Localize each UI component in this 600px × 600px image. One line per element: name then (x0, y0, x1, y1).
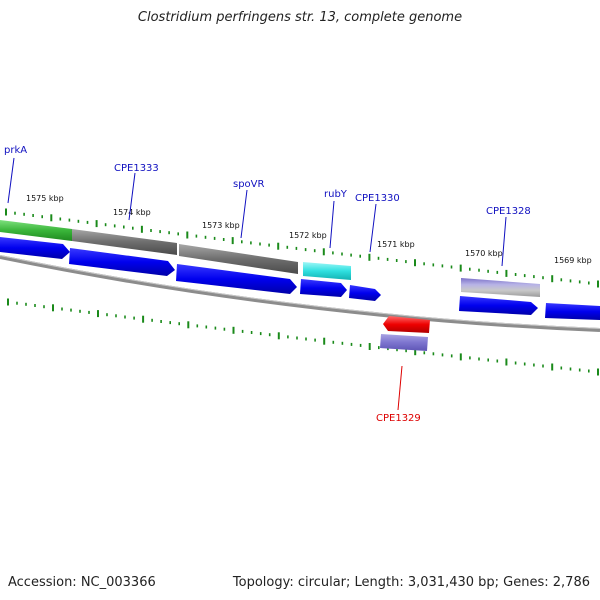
cds-arrow[interactable] (349, 285, 381, 301)
gene-label-CPE1333[interactable]: CPE1333 (114, 163, 159, 174)
kbp-label-1574: 1574 kbp (113, 208, 151, 217)
kbp-scale: 1575 kbp 1574 kbp 1573 kbp 1572 kbp 1571… (26, 194, 592, 265)
gene-label-spoVR[interactable]: spoVR (233, 179, 265, 190)
gene-label-prkA[interactable]: prkA (4, 145, 27, 156)
cds-arrow[interactable] (300, 279, 347, 297)
leader-line-reverse (397, 365, 403, 411)
gene-bar-CPE1329[interactable] (380, 334, 428, 351)
kbp-label-1573: 1573 kbp (202, 221, 240, 230)
gene-bar-CPE1328[interactable] (461, 278, 540, 297)
cds-arrow[interactable] (545, 303, 600, 320)
cds-track-reverse (380, 316, 430, 351)
genome-summary: Topology: circular; Length: 3,031,430 bp… (232, 575, 590, 590)
leader-line (369, 203, 377, 253)
leader-line (329, 200, 335, 249)
cds-track-forward (0, 237, 600, 320)
label-leaders (7, 157, 507, 411)
gene-bar-rubY[interactable] (303, 262, 351, 280)
cds-arrow-reverse[interactable] (383, 316, 430, 333)
kbp-label-1572: 1572 kbp (289, 231, 327, 240)
gene-bar-CPE1333[interactable] (72, 229, 177, 255)
genome-backbone-highlight (0, 255, 600, 329)
leader-line (501, 216, 507, 267)
kbp-label-1571: 1571 kbp (377, 240, 415, 249)
map-title: Clostridium perfringens str. 13, complet… (137, 10, 463, 25)
cds-arrow[interactable] (69, 248, 175, 276)
cds-arrow[interactable] (459, 296, 538, 315)
genome-backbone (0, 255, 600, 332)
gene-label-CPE1329[interactable]: CPE1329 (376, 413, 421, 424)
leader-line (7, 157, 15, 204)
outer-tick-track (5, 208, 599, 288)
cds-arrow[interactable] (0, 237, 70, 259)
gene-bar-spoVR[interactable] (179, 244, 298, 274)
leader-line (240, 189, 248, 239)
leader-line (128, 172, 136, 221)
gene-labels: prkA CPE1333 spoVR rubY CPE1330 CPE1328 … (4, 145, 531, 424)
kbp-label-1575: 1575 kbp (26, 194, 64, 203)
cds-arrow[interactable] (176, 264, 297, 294)
gene-label-CPE1328[interactable]: CPE1328 (486, 206, 531, 217)
accession-text: Accession: NC_003366 (8, 575, 156, 590)
inner-tick-track (7, 298, 599, 376)
gene-label-CPE1330[interactable]: CPE1330 (355, 193, 400, 204)
gene-bar-prkA[interactable] (0, 220, 72, 241)
gene-track (0, 220, 540, 297)
gene-label-rubY[interactable]: rubY (324, 189, 348, 200)
kbp-label-1569: 1569 kbp (554, 256, 592, 265)
kbp-label-1570: 1570 kbp (465, 249, 503, 258)
